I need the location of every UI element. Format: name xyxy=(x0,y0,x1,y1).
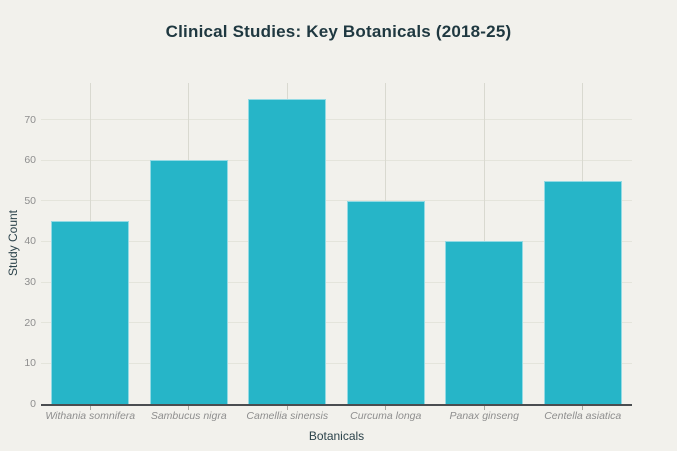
y-grid-line xyxy=(41,159,632,161)
bar-camellia-sinensis[interactable] xyxy=(248,99,327,404)
x-tick-mark xyxy=(286,406,288,410)
y-tick-label: 60 xyxy=(24,154,36,167)
x-axis-title: Botanicals xyxy=(308,429,365,443)
y-tick-label: 10 xyxy=(24,357,36,370)
x-tick-mark xyxy=(385,406,387,410)
x-tick-mark xyxy=(483,406,485,410)
y-tick-label: 40 xyxy=(24,235,36,248)
x-tick-label: Curcuma longa xyxy=(350,410,422,422)
y-tick-label: 20 xyxy=(24,316,36,329)
y-grid-line xyxy=(41,322,632,324)
x-tick-mark xyxy=(89,406,91,410)
x-tick-label: Sambucus nigra xyxy=(150,410,227,422)
plot-area xyxy=(41,83,632,406)
bar-sambucus-nigra[interactable] xyxy=(149,160,228,404)
bar-centella-asiatica[interactable] xyxy=(543,180,622,404)
x-tick-mark xyxy=(582,406,584,410)
y-tick-label: 30 xyxy=(24,276,36,289)
y-grid-line xyxy=(41,362,632,364)
x-tick-label: Centella asiatica xyxy=(544,410,622,422)
bar-curcuma-longa[interactable] xyxy=(346,200,425,404)
y-tick-label: 0 xyxy=(30,398,36,410)
y-grid-line xyxy=(41,281,632,283)
x-tick-mark xyxy=(188,406,190,410)
x-tick-label: Panax ginseng xyxy=(449,410,519,422)
bar-withania-somnifera[interactable] xyxy=(51,221,130,404)
y-grid-line xyxy=(41,200,632,202)
y-tick-label: 70 xyxy=(24,113,36,126)
y-grid-line xyxy=(41,119,632,121)
y-tick-label: 50 xyxy=(24,194,36,207)
bar-panax-ginseng[interactable] xyxy=(445,241,524,404)
y-grid-line xyxy=(41,240,632,242)
chart-title: Clinical Studies: Key Botanicals (2018-2… xyxy=(165,22,512,41)
x-tick-label: Withania somnifera xyxy=(45,410,136,422)
x-tick-label: Camellia sinensis xyxy=(246,410,329,422)
